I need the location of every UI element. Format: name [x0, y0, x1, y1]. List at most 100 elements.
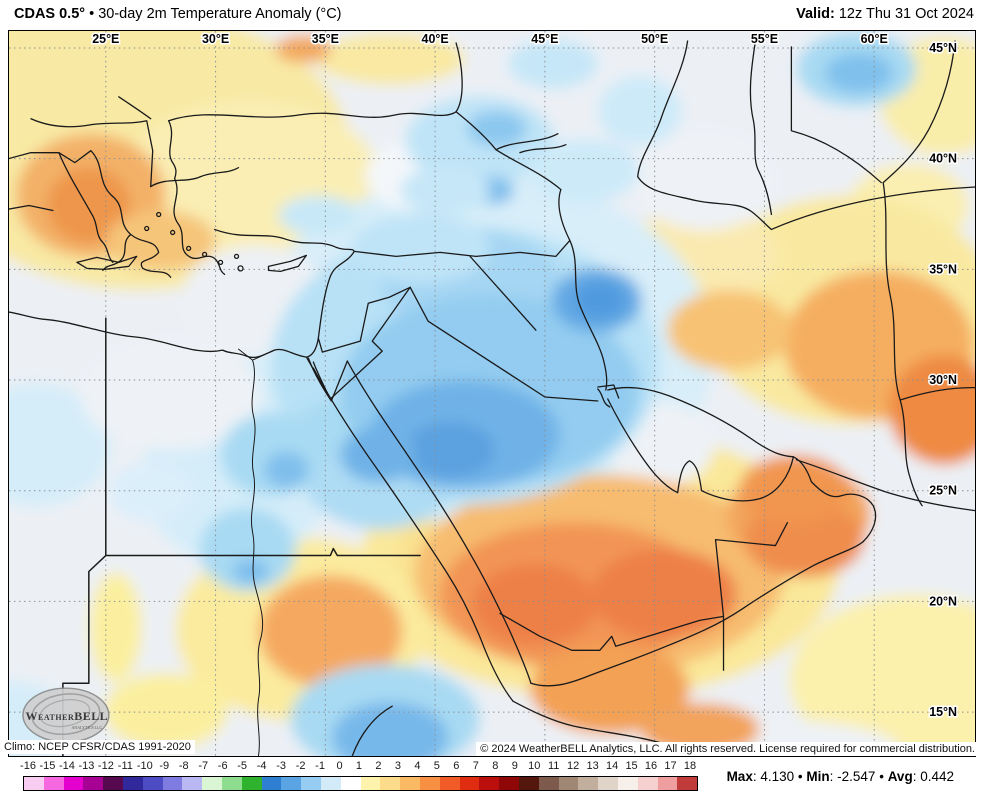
- colorbar-tick-label: -12: [97, 760, 114, 772]
- colorbar-cell: [360, 777, 381, 790]
- avg-label: Avg: [887, 769, 913, 784]
- lon-label: 50°E: [641, 32, 668, 46]
- colorbar-cell: [221, 777, 242, 790]
- colorbar-cell: [340, 777, 361, 790]
- valid-time: Valid: 12z Thu 31 Oct 2024: [796, 6, 974, 22]
- valid-value: 12z Thu 31 Oct 2024: [838, 6, 974, 22]
- colorbar-cell: [281, 777, 302, 790]
- colorbar-cell: [320, 777, 341, 790]
- colorbar-cell: [380, 777, 401, 790]
- colorbar-tick-label: 11: [547, 760, 560, 772]
- colorbar-tick-label: 4: [414, 760, 421, 772]
- colorbar-cell: [657, 777, 678, 790]
- stats-bullet: •: [797, 769, 803, 784]
- lon-label: 25°E: [92, 32, 119, 46]
- colorbar-tick-label: -9: [159, 760, 170, 772]
- colorbar-cell: [301, 777, 321, 790]
- map-svg: 25°E 30°E 35°E 40°E 45°E 50°E 55°E 60°E …: [9, 31, 975, 756]
- lon-label: 35°E: [312, 32, 339, 46]
- anomaly-field: [9, 31, 975, 756]
- lon-label: 45°E: [531, 32, 558, 46]
- colorbar-tick-label: 3: [394, 760, 401, 772]
- colorbar-tick-label: 1: [355, 760, 363, 772]
- lat-label: 30°N: [929, 373, 957, 387]
- country-borders: [9, 40, 975, 756]
- lon-label: 40°E: [422, 32, 449, 46]
- colorbar-ticks: -16 -15 -14 -13 -12 -11 -10 -9 -8 -7 -6 -5 -4 -3 -2 -1 0…: [14, 760, 714, 774]
- colorbar-tick-label: -8: [178, 760, 189, 772]
- colorbar-tick-label: 16: [644, 760, 658, 772]
- colorbar-tick-label: 13: [586, 760, 599, 772]
- logo-sub-text: ANALYTICS LLC: [71, 725, 102, 730]
- colorbar-cell: [122, 777, 143, 790]
- colorbar-tick-label: -7: [198, 760, 209, 772]
- lat-label: 25°N: [929, 484, 957, 498]
- grid-labels: 25°E 30°E 35°E 40°E 45°E 50°E 55°E 60°E …: [91, 31, 959, 721]
- colorbar-tick-label: -14: [58, 760, 75, 772]
- colorbar-tick-label: -10: [136, 760, 153, 772]
- lat-label: 15°N: [929, 705, 957, 719]
- title-bullet: •: [89, 6, 95, 22]
- colorbar-cell: [518, 777, 539, 790]
- colorbar-cell: [162, 777, 183, 790]
- colorbar-tick-label: 6: [453, 760, 460, 772]
- colorbar-tick-label: 0: [336, 760, 343, 772]
- colorbar-cell: [261, 777, 282, 790]
- colorbar-tick-label: -4: [256, 760, 267, 772]
- lat-label: 35°N: [929, 262, 957, 276]
- logo-brand-text: WeatherBELL: [26, 709, 109, 723]
- colorbar-cell: [578, 777, 599, 790]
- colorbar-tick-label: -2: [295, 760, 306, 772]
- colorbar-cell: [538, 777, 559, 790]
- colorbar-cell: [202, 777, 222, 790]
- lon-label: 55°E: [751, 32, 778, 46]
- colorbar-tick-label: -3: [276, 760, 286, 772]
- max-value: : 4.130: [752, 769, 795, 784]
- stats-line: Max: 4.130 • Min: -2.547 • Avg: 0.442: [727, 769, 954, 784]
- colorbar-tick-label: 15: [625, 760, 638, 772]
- colorbar-tick-label: 17: [664, 760, 677, 772]
- colorbar-cell: [677, 777, 698, 790]
- product-name: CDAS 0.5°: [14, 6, 86, 22]
- colorbar-tick-label: 10: [528, 760, 541, 772]
- colorbar-cell: [83, 777, 104, 790]
- map-title: CDAS 0.5° • 30-day 2m Temperature Anomal…: [14, 6, 342, 22]
- weatherbell-logo: WeatherBELL ANALYTICS LLC: [22, 687, 110, 743]
- colorbar-cell: [637, 777, 658, 790]
- colorbar: -16 -15 -14 -13 -12 -11 -10 -9 -8 -7 -6 -5 -4 -3 -2 -1 0…: [14, 760, 714, 806]
- lat-label: 45°N: [929, 41, 957, 55]
- colorbar-tick-label: -6: [217, 760, 228, 772]
- map-canvas: 25°E 30°E 35°E 40°E 45°E 50°E 55°E 60°E …: [8, 30, 976, 757]
- titlebar: CDAS 0.5° • 30-day 2m Temperature Anomal…: [0, 0, 984, 30]
- colorbar-cell: [419, 777, 440, 790]
- colorbar-cell: [617, 777, 638, 790]
- copyright-note: © 2024 WeatherBELL Analytics, LLC. All r…: [476, 742, 979, 756]
- colorbar-tick-label: -13: [78, 760, 95, 772]
- colorbar-cell: [142, 777, 163, 790]
- avg-value: : 0.442: [912, 769, 954, 784]
- colorbar-cell: [558, 777, 579, 790]
- min-value: : -2.547: [829, 769, 876, 784]
- colorbar-tick-label: -11: [117, 760, 133, 772]
- colorbar-cell: [103, 777, 123, 790]
- colorbar-tick-label: 14: [605, 760, 619, 772]
- colorbar-tick-label: -1: [315, 760, 325, 772]
- colorbar-cell: [499, 777, 519, 790]
- colorbar-tick-label: 12: [567, 760, 580, 772]
- lat-label: 40°N: [929, 152, 957, 166]
- colorbar-cell: [400, 777, 420, 790]
- grid-lines: [9, 31, 975, 756]
- colorbar-tick-label: 7: [472, 760, 479, 772]
- colorbar-cell: [43, 777, 64, 790]
- colorbar-cell: [241, 777, 262, 790]
- colorbar-tick-label: 5: [433, 760, 440, 772]
- colorbar-tick-label: 9: [511, 760, 518, 772]
- colorbar-cell: [459, 777, 480, 790]
- min-label: Min: [806, 769, 830, 784]
- colorbar-tick-label: 8: [492, 760, 499, 772]
- lon-label: 60°E: [861, 32, 888, 46]
- colorbar-bar: [23, 776, 698, 791]
- colorbar-cell: [598, 777, 618, 790]
- colorbar-tick-label: -15: [39, 760, 56, 772]
